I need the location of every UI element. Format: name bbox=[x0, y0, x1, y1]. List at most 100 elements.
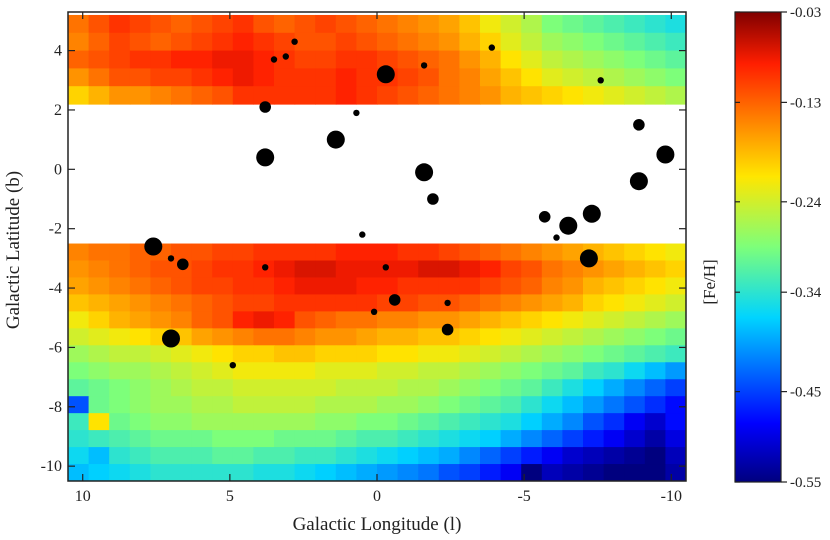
colorbar-title: [Fe/H] bbox=[700, 259, 719, 304]
heatmap-cell bbox=[644, 345, 666, 363]
heatmap-cell bbox=[171, 50, 193, 69]
heatmap-cell bbox=[562, 243, 584, 262]
heatmap-cell bbox=[109, 86, 131, 105]
heatmap-cell bbox=[356, 379, 378, 397]
heatmap-cell bbox=[480, 413, 502, 431]
heatmap-cell bbox=[438, 345, 460, 363]
colorbar-tick-label: -0.24 bbox=[790, 195, 822, 211]
heatmap-cell bbox=[665, 345, 686, 363]
heatmap-cell bbox=[500, 32, 522, 52]
heatmap-cell bbox=[88, 68, 110, 87]
heatmap-cell bbox=[356, 362, 378, 380]
heatmap-cell bbox=[541, 243, 563, 262]
heatmap-cell bbox=[315, 447, 337, 465]
heatmap-cell bbox=[624, 277, 646, 296]
heatmap-cell bbox=[294, 277, 316, 296]
heatmap-cell bbox=[212, 379, 234, 397]
heatmap-cell bbox=[88, 396, 110, 414]
heatmap-cell bbox=[624, 243, 646, 262]
heatmap-cell bbox=[377, 396, 399, 414]
heatmap-cell bbox=[459, 243, 481, 262]
heatmap-cell bbox=[644, 86, 666, 105]
heatmap-cell bbox=[624, 14, 646, 34]
cluster-point bbox=[382, 264, 389, 271]
heatmap-cell bbox=[191, 86, 213, 105]
heatmap-cell bbox=[583, 464, 605, 481]
heatmap-cell bbox=[191, 362, 213, 380]
cluster-point bbox=[553, 234, 560, 241]
heatmap-cell bbox=[418, 430, 440, 448]
heatmap-cell bbox=[418, 277, 440, 296]
heatmap-cell bbox=[171, 243, 193, 262]
cluster-point bbox=[270, 56, 278, 63]
heatmap-cell bbox=[356, 345, 378, 363]
heatmap-cell bbox=[397, 328, 419, 346]
heatmap-cell bbox=[624, 345, 646, 363]
heatmap-cell bbox=[274, 362, 296, 380]
heatmap-cell bbox=[397, 413, 419, 431]
heatmap-cell bbox=[356, 32, 378, 52]
heatmap-cell bbox=[171, 86, 193, 105]
x-tick-label: 0 bbox=[373, 488, 381, 505]
heatmap-cell bbox=[438, 50, 460, 69]
heatmap-cell bbox=[624, 464, 646, 481]
heatmap-cell bbox=[315, 396, 337, 414]
heatmap-cell bbox=[315, 68, 337, 87]
heatmap-cell bbox=[171, 277, 193, 296]
cluster-point bbox=[633, 119, 645, 131]
heatmap-cell bbox=[521, 86, 543, 105]
cluster-point bbox=[538, 211, 551, 223]
heatmap-cell bbox=[68, 447, 90, 465]
heatmap-cell bbox=[150, 379, 172, 397]
heatmap-cell bbox=[274, 430, 296, 448]
cluster-point bbox=[629, 172, 648, 191]
heatmap-cell bbox=[624, 362, 646, 380]
heatmap-cell bbox=[109, 294, 131, 312]
heatmap-cell bbox=[294, 379, 316, 397]
heatmap-cell bbox=[500, 379, 522, 397]
heatmap-cell bbox=[232, 379, 254, 397]
y-axis-title: Galactic Latitude (b) bbox=[3, 171, 24, 329]
heatmap-cell bbox=[665, 50, 686, 69]
heatmap-cell bbox=[68, 277, 90, 296]
heatmap-cell bbox=[335, 260, 357, 279]
colorbar-tick-label: -0.34 bbox=[790, 285, 822, 301]
y-tick-label: -4 bbox=[49, 280, 62, 297]
heatmap-cell bbox=[377, 447, 399, 465]
heatmap-cell bbox=[624, 396, 646, 414]
x-axis-title: Galactic Longitude (l) bbox=[293, 514, 462, 535]
heatmap-cell bbox=[480, 86, 502, 105]
heatmap-cell bbox=[459, 447, 481, 465]
heatmap-cell bbox=[665, 413, 686, 431]
heatmap-cell bbox=[644, 379, 666, 397]
heatmap-cell bbox=[129, 32, 151, 52]
heatmap-cell bbox=[212, 396, 234, 414]
cluster-point bbox=[488, 44, 495, 51]
colorbar-ticks: -0.03 -0.13 -0.24 -0.34 -0.45 -0.55 bbox=[735, 5, 822, 491]
heatmap-cell bbox=[521, 413, 543, 431]
heatmap-cell bbox=[397, 430, 419, 448]
heatmap-cell bbox=[541, 86, 563, 105]
heatmap-cell bbox=[603, 277, 625, 296]
heatmap-cell bbox=[88, 277, 110, 296]
heatmap-cell bbox=[665, 464, 686, 481]
heatmap-cell bbox=[191, 328, 213, 346]
heatmap-cell bbox=[583, 345, 605, 363]
heatmap-cell bbox=[171, 32, 193, 52]
heatmap-cell bbox=[253, 464, 275, 481]
heatmap-cell bbox=[521, 447, 543, 465]
heatmap-cell bbox=[232, 396, 254, 414]
cluster-point bbox=[420, 62, 428, 69]
heatmap-cell bbox=[88, 294, 110, 312]
heatmap-cell bbox=[315, 328, 337, 346]
heatmap-cell bbox=[232, 294, 254, 312]
heatmap-cell bbox=[665, 379, 686, 397]
heatmap-cell bbox=[68, 311, 90, 329]
heatmap-cell bbox=[459, 430, 481, 448]
heatmap-cell bbox=[459, 379, 481, 397]
heatmap-cell bbox=[315, 311, 337, 329]
heatmap-cell bbox=[68, 50, 90, 69]
heatmap-cell bbox=[191, 32, 213, 52]
heatmap-cell bbox=[232, 68, 254, 87]
heatmap-cell bbox=[315, 32, 337, 52]
